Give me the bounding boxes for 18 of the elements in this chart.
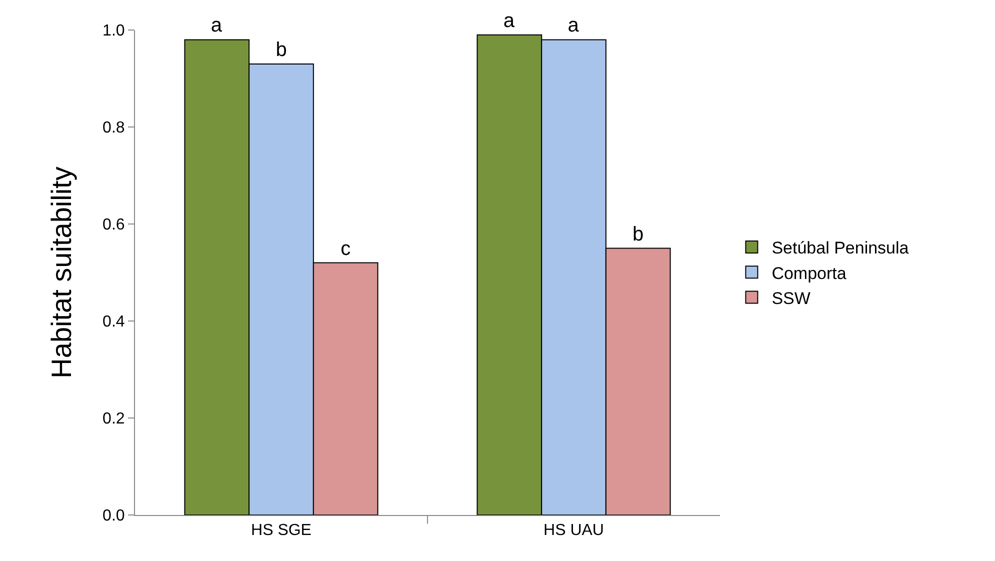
- y-tick-label: 0.2: [102, 410, 125, 428]
- x-tick-label: HS UAU: [544, 522, 604, 540]
- y-tick-label: 0.8: [102, 120, 125, 137]
- data-label: a: [568, 14, 580, 37]
- legend-label: SSW: [772, 288, 810, 308]
- y-tick-label: 0.0: [102, 508, 125, 525]
- y-axis-title: Habitat suitability: [46, 166, 78, 378]
- data-label: a: [210, 14, 223, 37]
- x-tick-label: HS SGE: [251, 522, 312, 540]
- y-tick-label: 0.6: [102, 216, 125, 234]
- y-tick-label: 0.4: [102, 314, 125, 331]
- legend-label: Comporta: [772, 264, 847, 283]
- y-tick-label: 1.0: [102, 22, 125, 40]
- data-label: c: [340, 238, 351, 260]
- data-label: b: [632, 223, 644, 246]
- data-label: a: [503, 10, 516, 32]
- data-label: b: [276, 38, 287, 61]
- legend-label: Setúbal Peninsula: [772, 238, 910, 258]
